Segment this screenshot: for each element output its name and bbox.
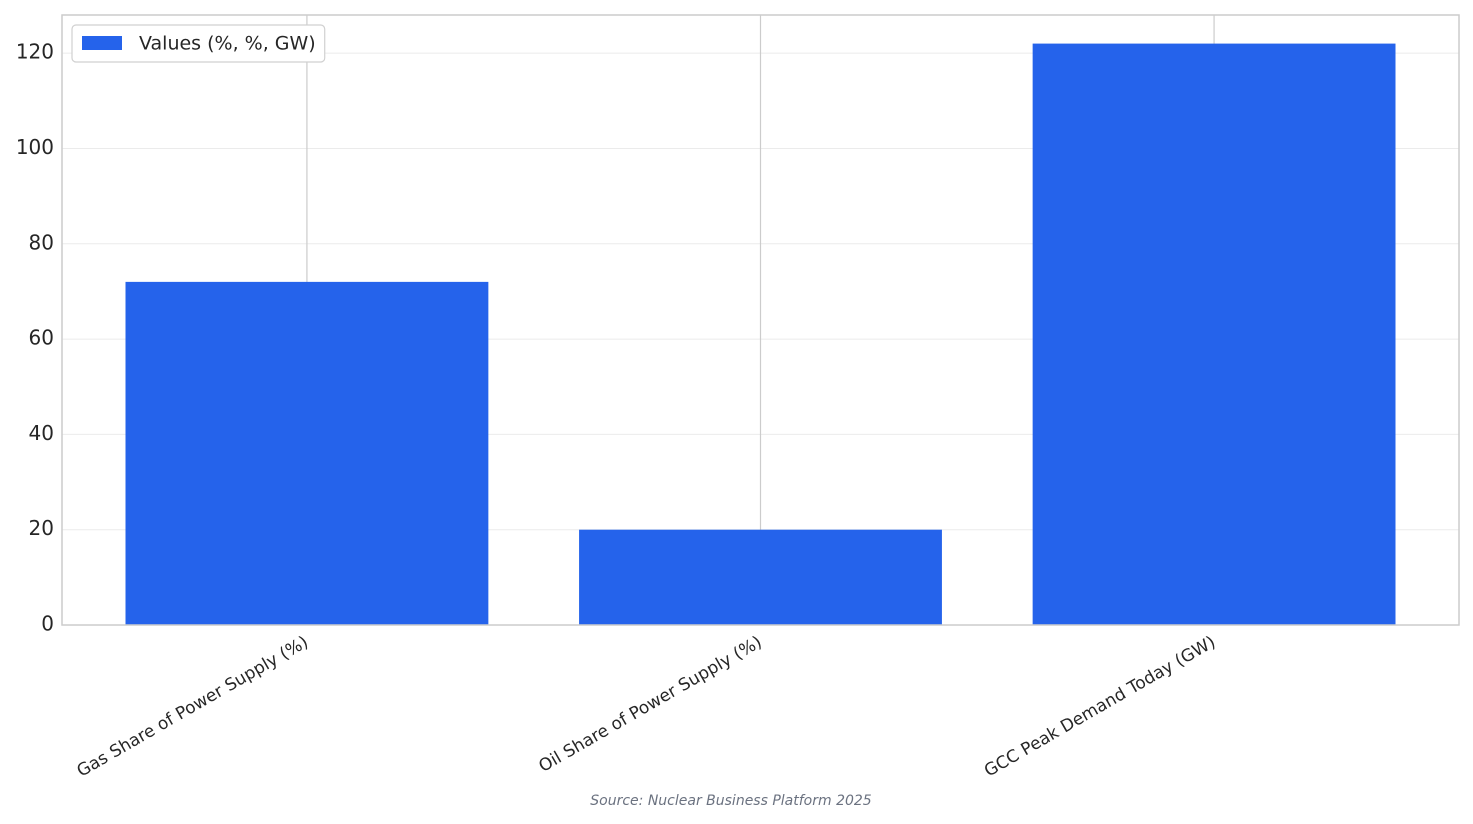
y-tick-label: 20	[29, 516, 54, 540]
y-tick-label: 40	[29, 421, 54, 445]
bar	[579, 529, 942, 625]
bar	[125, 281, 489, 625]
legend-swatch	[82, 36, 122, 50]
legend-label: Values (%, %, GW)	[139, 33, 316, 55]
y-tick-label: 100	[16, 135, 54, 159]
y-tick-label: 0	[41, 612, 54, 636]
source-note: Source: Nuclear Business Platform 2025	[590, 793, 872, 809]
y-tick-label: 80	[29, 230, 54, 254]
y-tick-label: 60	[29, 326, 54, 350]
legend-box	[71, 24, 326, 63]
y-tick-label: 120	[16, 40, 54, 64]
bar	[1032, 43, 1396, 625]
legend: Values (%, %, GW)	[71, 24, 326, 63]
plot-frame	[61, 14, 1460, 626]
